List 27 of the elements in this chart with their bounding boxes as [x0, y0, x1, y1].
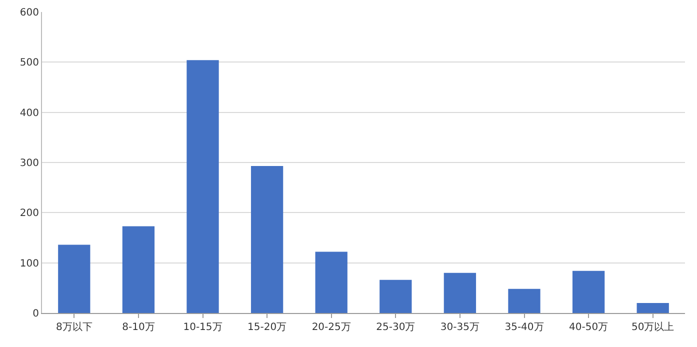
y-tick-label: 300 [20, 158, 39, 169]
bar [186, 60, 219, 313]
x-tick-label: 20-25万 [312, 322, 351, 333]
x-tick-label: 50万以上 [631, 321, 674, 333]
x-tick-label: 25-30万 [376, 322, 416, 333]
bar [636, 302, 669, 313]
bar [315, 252, 348, 313]
x-tick-label: 10-15万 [183, 322, 222, 333]
y-tick-label: 0 [32, 308, 39, 320]
x-tick-label: 30-35万 [440, 322, 480, 333]
bar [444, 272, 476, 313]
y-tick-label: 600 [20, 8, 39, 18]
x-tick-label: 15-20万 [248, 322, 287, 333]
y-tick-label: 200 [20, 208, 39, 220]
bar [58, 244, 90, 313]
y-tick-label: 100 [20, 258, 39, 270]
y-tick-label: 500 [20, 58, 39, 69]
bar [380, 280, 412, 313]
bar [122, 226, 155, 313]
y-tick-label: 400 [20, 108, 39, 119]
x-tick-label: 8-10万 [122, 322, 155, 333]
x-tick-label: 40-50万 [569, 322, 608, 333]
x-tick-label: 35-40万 [504, 322, 544, 333]
bar [572, 270, 605, 313]
bar [508, 288, 540, 313]
x-tick-label: 8万以下 [56, 321, 92, 333]
bar [250, 166, 284, 313]
